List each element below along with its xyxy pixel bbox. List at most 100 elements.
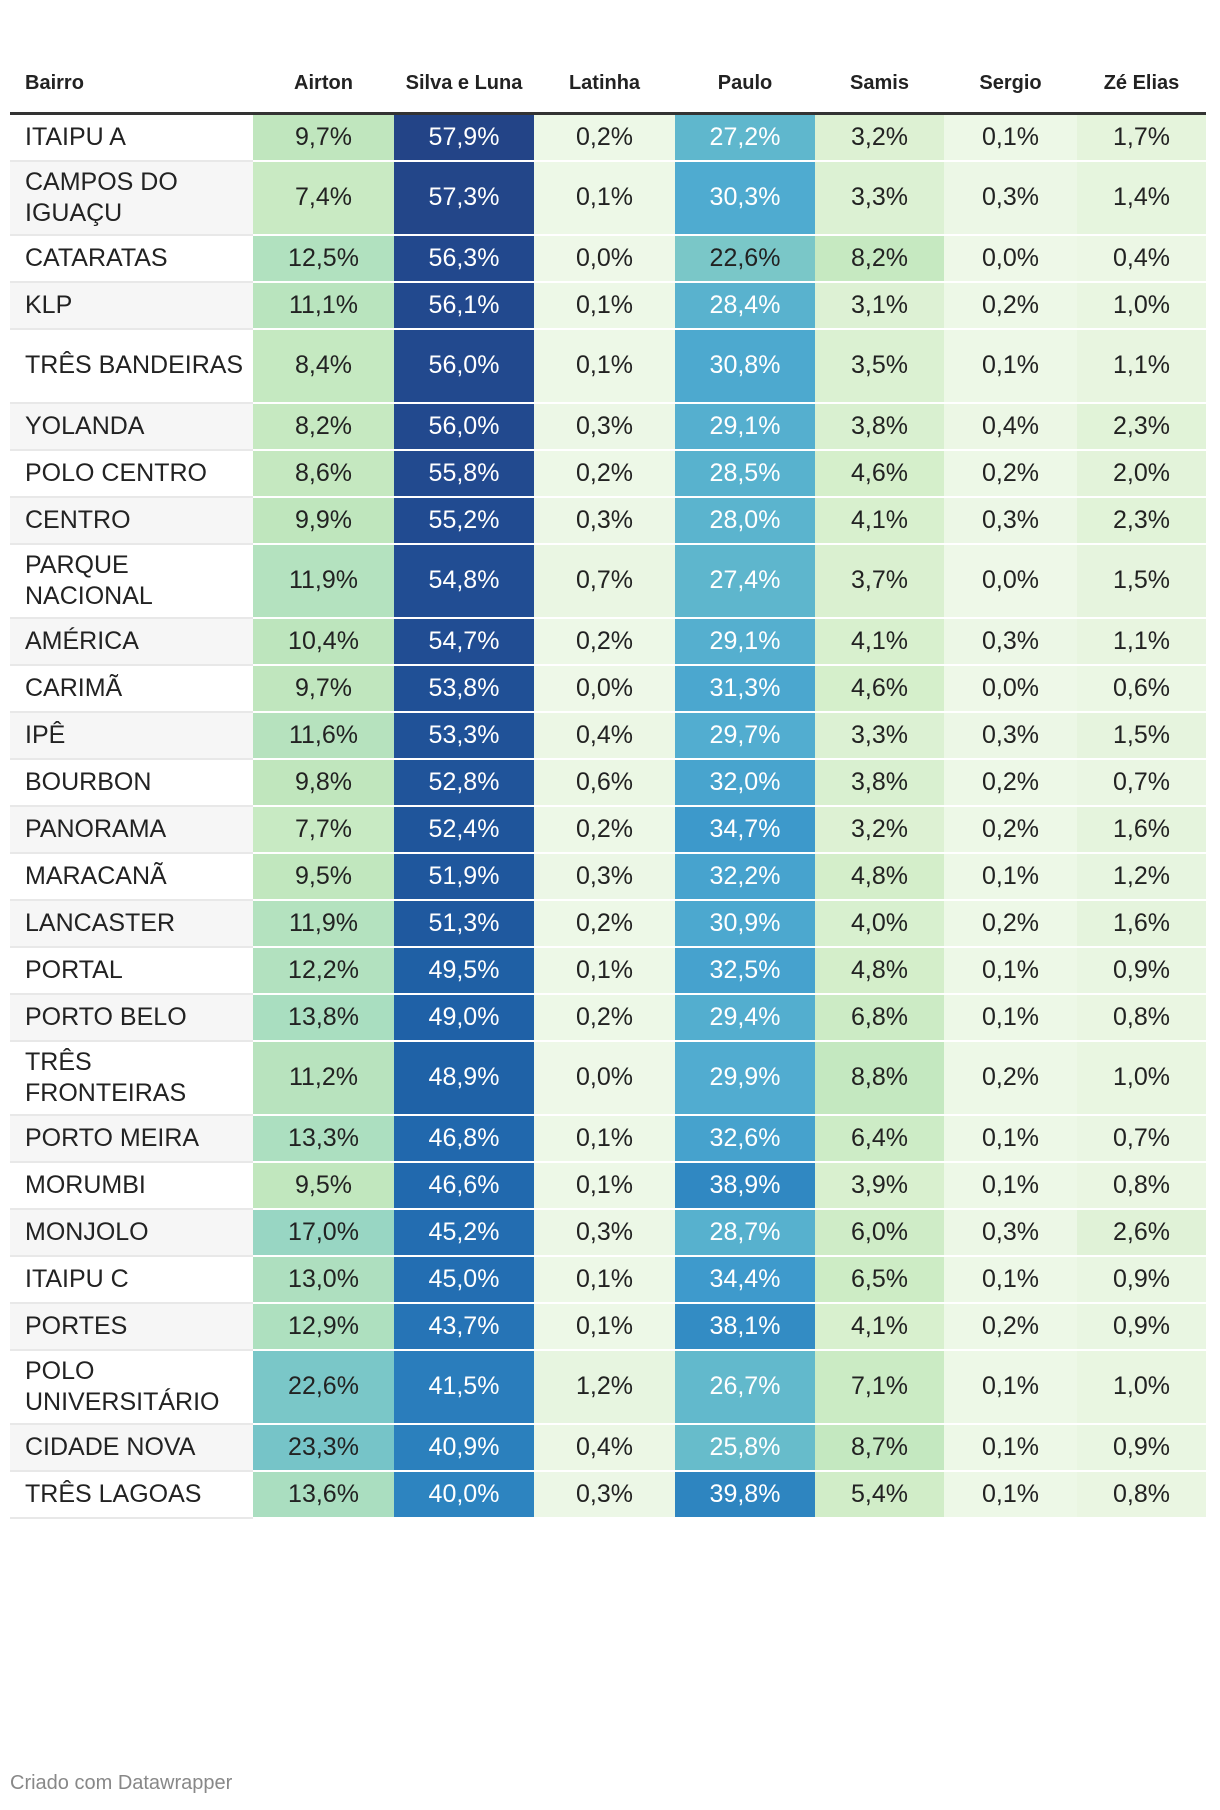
cell-latinha: 0,4% xyxy=(534,1423,675,1472)
cell-silva-e-luna: 57,9% xyxy=(394,113,534,162)
cell-sergio: 0,0% xyxy=(944,234,1077,283)
cell-latinha: 0,0% xyxy=(534,234,675,283)
cell-sergio: 0,2% xyxy=(944,1302,1077,1351)
cell-silva-e-luna: 48,9% xyxy=(394,1040,534,1116)
cell-airton: 7,7% xyxy=(253,805,394,854)
cell-silva-e-luna: 56,0% xyxy=(394,328,534,404)
table-row: PORTAL 12,2% 49,5% 0,1% 32,5% 4,8% 0,1% 0,9% xyxy=(10,946,1206,995)
table-row: ITAIPU C 13,0% 45,0% 0,1% 34,4% 6,5% 0,1% 0,9% xyxy=(10,1255,1206,1304)
cell-samis: 8,7% xyxy=(815,1423,944,1472)
cell-airton: 13,8% xyxy=(253,993,394,1042)
cell-latinha: 0,3% xyxy=(534,1208,675,1257)
cell-airton: 9,5% xyxy=(253,852,394,901)
cell-sergio: 0,2% xyxy=(944,899,1077,948)
cell-silva-e-luna: 55,2% xyxy=(394,496,534,545)
cell-samis: 6,8% xyxy=(815,993,944,1042)
cell-samis: 4,0% xyxy=(815,899,944,948)
cell-bairro: POLO UNIVERSITÁRIO xyxy=(10,1349,253,1425)
column-header-airton[interactable]: Airton xyxy=(253,38,394,115)
column-header-ze-elias[interactable]: Zé Elias xyxy=(1077,38,1206,115)
cell-sergio: 0,1% xyxy=(944,993,1077,1042)
cell-ze-elias: 0,9% xyxy=(1077,946,1206,995)
cell-sergio: 0,1% xyxy=(944,328,1077,404)
cell-latinha: 0,1% xyxy=(534,281,675,330)
table-row: POLO CENTRO 8,6% 55,8% 0,2% 28,5% 4,6% 0,2% 2,0… xyxy=(10,449,1206,498)
column-header-sergio[interactable]: Sergio xyxy=(944,38,1077,115)
cell-latinha: 0,3% xyxy=(534,496,675,545)
cell-ze-elias: 0,9% xyxy=(1077,1302,1206,1351)
cell-silva-e-luna: 49,5% xyxy=(394,946,534,995)
table-row: POLO UNIVERSITÁRIO 22,6% 41,5% 1,2% 26,7% 7,1… xyxy=(10,1349,1206,1425)
column-header-latinha[interactable]: Latinha xyxy=(534,38,675,115)
cell-paulo: 32,6% xyxy=(675,1114,815,1163)
cell-silva-e-luna: 40,0% xyxy=(394,1470,534,1519)
cell-airton: 11,6% xyxy=(253,711,394,760)
column-header-samis[interactable]: Samis xyxy=(815,38,944,115)
cell-airton: 11,9% xyxy=(253,899,394,948)
cell-paulo: 34,7% xyxy=(675,805,815,854)
cell-silva-e-luna: 51,3% xyxy=(394,899,534,948)
cell-paulo: 29,7% xyxy=(675,711,815,760)
cell-latinha: 0,1% xyxy=(534,946,675,995)
cell-sergio: 0,3% xyxy=(944,160,1077,236)
cell-latinha: 0,1% xyxy=(534,1302,675,1351)
cell-samis: 7,1% xyxy=(815,1349,944,1425)
cell-paulo: 29,9% xyxy=(675,1040,815,1116)
cell-sergio: 0,3% xyxy=(944,1208,1077,1257)
cell-bairro: YOLANDA xyxy=(10,402,253,451)
header-row: Bairro Airton Silva e Luna Latinha Paulo… xyxy=(10,38,1206,115)
cell-bairro: PARQUE NACIONAL xyxy=(10,543,253,619)
cell-paulo: 28,5% xyxy=(675,449,815,498)
table-row: TRÊS LAGOAS 13,6% 40,0% 0,3% 39,8% 5,4% 0,1% 0,… xyxy=(10,1470,1206,1519)
cell-sergio: 0,2% xyxy=(944,281,1077,330)
cell-paulo: 26,7% xyxy=(675,1349,815,1425)
cell-silva-e-luna: 52,8% xyxy=(394,758,534,807)
cell-ze-elias: 1,0% xyxy=(1077,1349,1206,1425)
cell-ze-elias: 1,4% xyxy=(1077,160,1206,236)
cell-samis: 3,2% xyxy=(815,113,944,162)
column-header-bairro[interactable]: Bairro xyxy=(10,38,253,115)
cell-airton: 11,1% xyxy=(253,281,394,330)
cell-paulo: 29,1% xyxy=(675,402,815,451)
column-header-paulo[interactable]: Paulo xyxy=(675,38,815,115)
cell-ze-elias: 0,9% xyxy=(1077,1255,1206,1304)
table-row: CAMPOS DO IGUAÇU 7,4% 57,3% 0,1% 30,3% 3,3% 0,… xyxy=(10,160,1206,236)
cell-bairro: PORTES xyxy=(10,1302,253,1351)
cell-samis: 3,7% xyxy=(815,543,944,619)
cell-latinha: 0,1% xyxy=(534,1161,675,1210)
cell-sergio: 0,1% xyxy=(944,113,1077,162)
cell-airton: 22,6% xyxy=(253,1349,394,1425)
cell-latinha: 0,1% xyxy=(534,1255,675,1304)
cell-airton: 13,3% xyxy=(253,1114,394,1163)
cell-ze-elias: 1,1% xyxy=(1077,328,1206,404)
cell-airton: 17,0% xyxy=(253,1208,394,1257)
cell-paulo: 27,2% xyxy=(675,113,815,162)
cell-bairro: TRÊS BANDEIRAS xyxy=(10,328,253,404)
cell-sergio: 0,1% xyxy=(944,852,1077,901)
cell-ze-elias: 1,6% xyxy=(1077,805,1206,854)
cell-airton: 12,5% xyxy=(253,234,394,283)
cell-bairro: BOURBON xyxy=(10,758,253,807)
table-row: CATARATAS 12,5% 56,3% 0,0% 22,6% 8,2% 0,0% 0,4% xyxy=(10,234,1206,283)
cell-silva-e-luna: 45,0% xyxy=(394,1255,534,1304)
cell-paulo: 28,0% xyxy=(675,496,815,545)
cell-silva-e-luna: 54,8% xyxy=(394,543,534,619)
cell-latinha: 0,0% xyxy=(534,1040,675,1116)
cell-samis: 3,2% xyxy=(815,805,944,854)
cell-samis: 4,1% xyxy=(815,1302,944,1351)
cell-silva-e-luna: 43,7% xyxy=(394,1302,534,1351)
cell-samis: 4,8% xyxy=(815,852,944,901)
cell-airton: 9,9% xyxy=(253,496,394,545)
cell-sergio: 0,2% xyxy=(944,805,1077,854)
cell-bairro: PANORAMA xyxy=(10,805,253,854)
table-row: BOURBON 9,8% 52,8% 0,6% 32,0% 3,8% 0,2% 0,7% xyxy=(10,758,1206,807)
cell-airton: 13,6% xyxy=(253,1470,394,1519)
cell-samis: 6,4% xyxy=(815,1114,944,1163)
cell-latinha: 0,2% xyxy=(534,899,675,948)
cell-ze-elias: 0,7% xyxy=(1077,1114,1206,1163)
cell-airton: 7,4% xyxy=(253,160,394,236)
cell-latinha: 0,3% xyxy=(534,1470,675,1519)
cell-bairro: PORTAL xyxy=(10,946,253,995)
table-row: CENTRO 9,9% 55,2% 0,3% 28,0% 4,1% 0,3% 2,3% xyxy=(10,496,1206,545)
column-header-silva-e-luna[interactable]: Silva e Luna xyxy=(394,38,534,115)
